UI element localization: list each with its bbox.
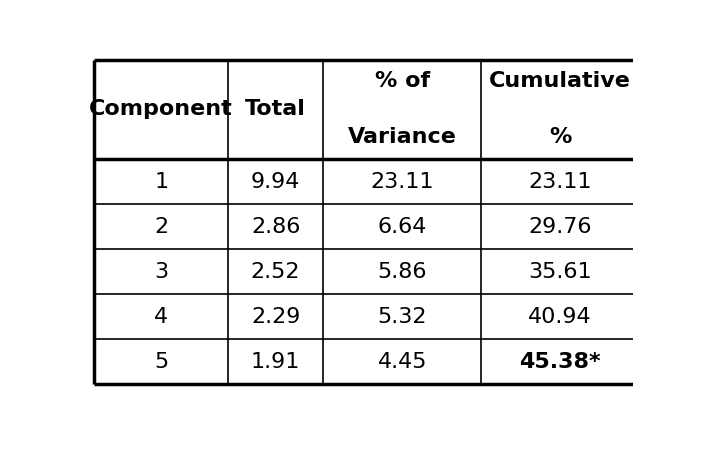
Text: 45.38*: 45.38* (520, 352, 601, 372)
Text: 40.94: 40.94 (529, 307, 592, 327)
Text: 2.86: 2.86 (251, 217, 300, 236)
Text: 35.61: 35.61 (529, 262, 592, 282)
Text: 5: 5 (154, 352, 168, 372)
Text: 1.91: 1.91 (251, 352, 300, 372)
Text: 5.86: 5.86 (378, 262, 427, 282)
Text: 2: 2 (154, 217, 168, 236)
Text: Cumulative

%: Cumulative % (489, 71, 631, 147)
Text: 3: 3 (154, 262, 168, 282)
Text: 9.94: 9.94 (251, 171, 300, 191)
Text: 4.45: 4.45 (378, 352, 427, 372)
Text: Component: Component (89, 99, 233, 119)
Text: 6.64: 6.64 (378, 217, 427, 236)
Text: % of

Variance: % of Variance (348, 71, 457, 147)
Text: 2.29: 2.29 (251, 307, 300, 327)
Text: 1: 1 (154, 171, 168, 191)
Text: 2.52: 2.52 (251, 262, 300, 282)
Text: 23.11: 23.11 (370, 171, 434, 191)
Text: 29.76: 29.76 (529, 217, 592, 236)
Text: 4: 4 (154, 307, 168, 327)
Text: 5.32: 5.32 (378, 307, 427, 327)
Text: 23.11: 23.11 (529, 171, 592, 191)
Text: Total: Total (245, 99, 306, 119)
